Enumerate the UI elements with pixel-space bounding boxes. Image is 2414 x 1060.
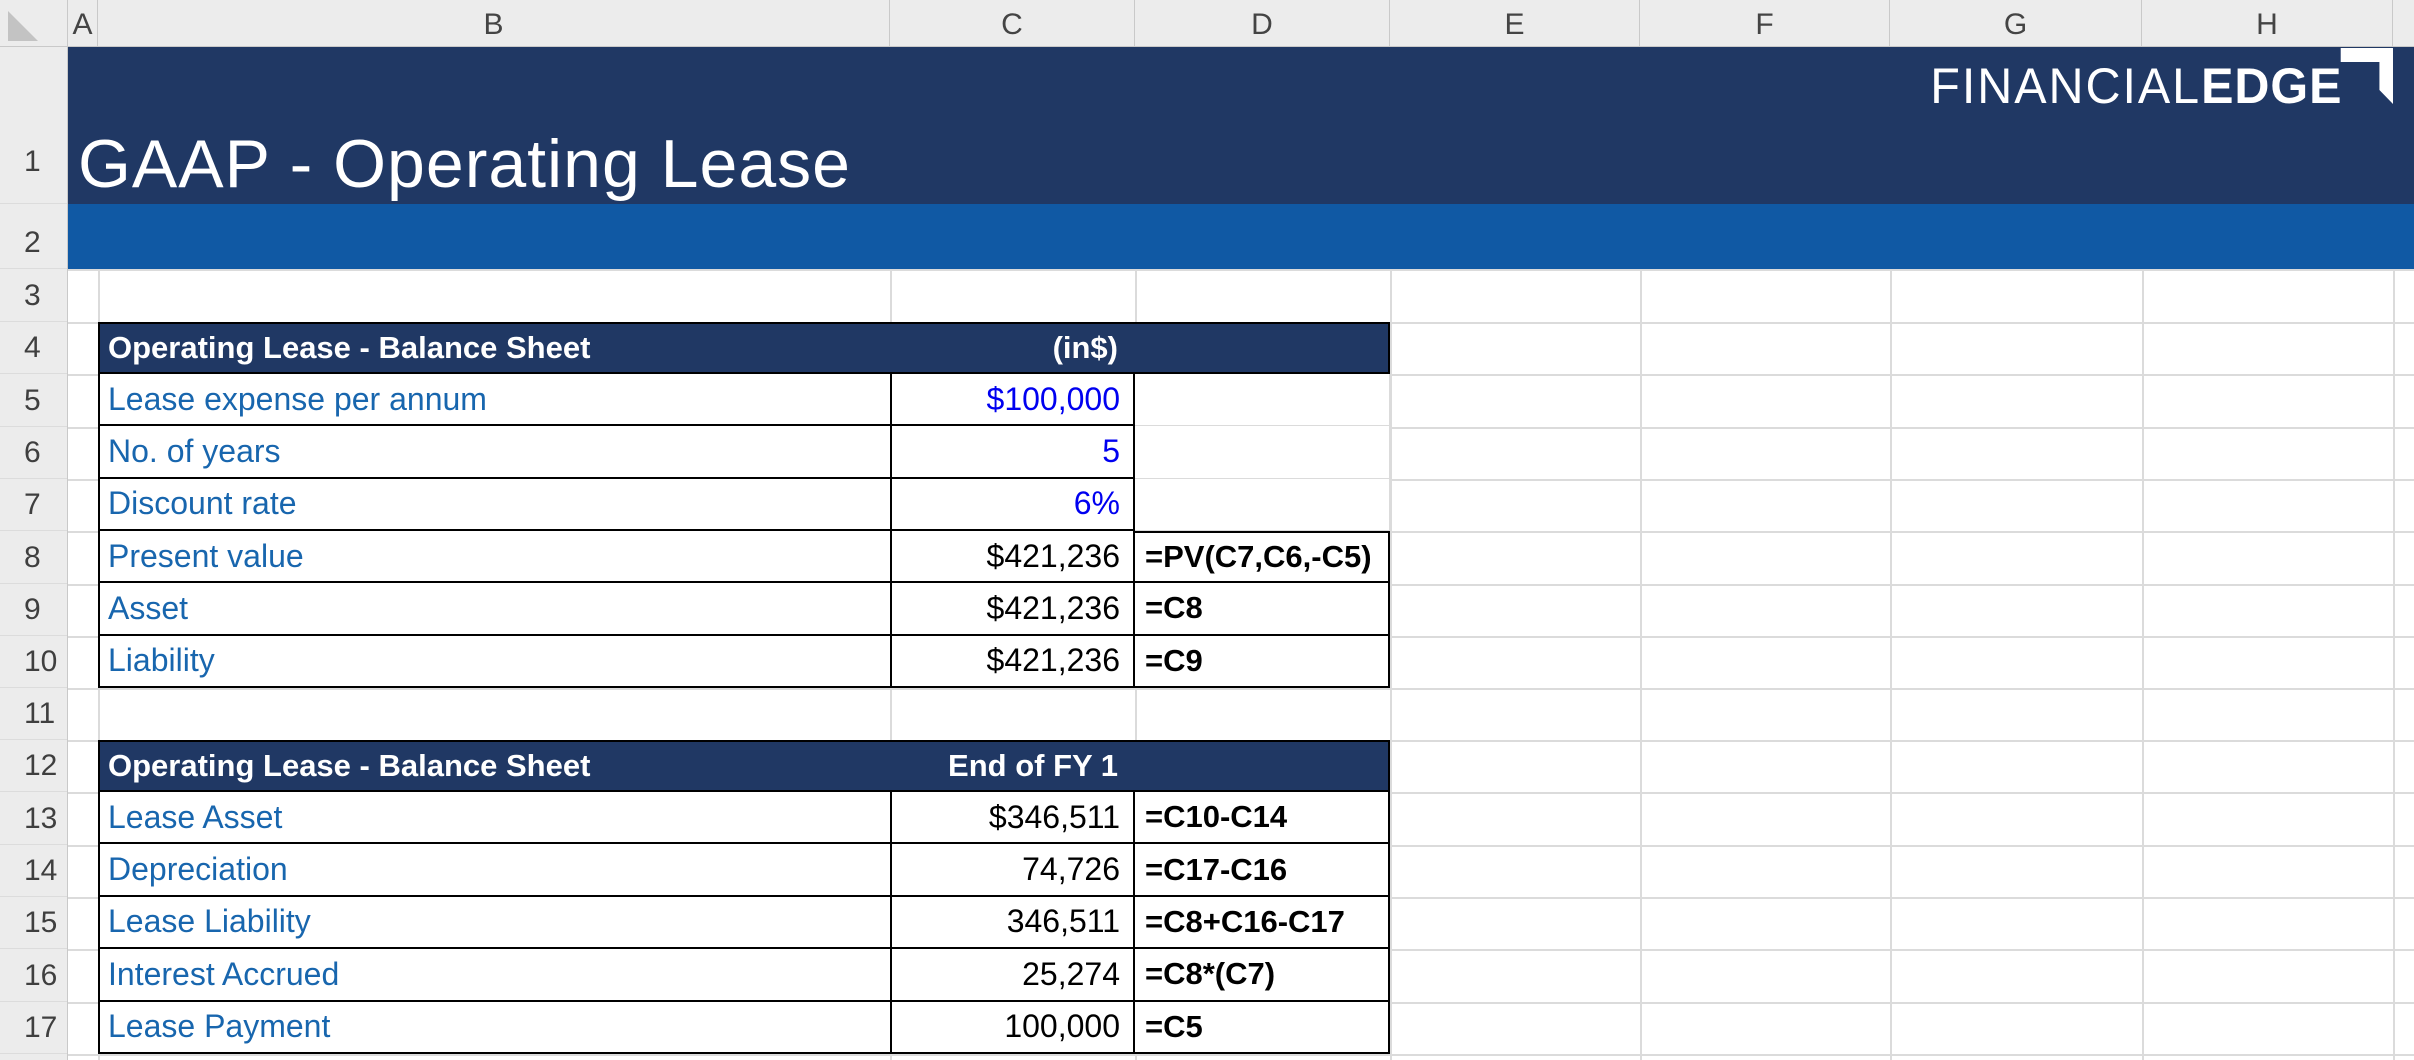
row-header-4[interactable]: 4 — [0, 322, 67, 374]
column-header-b[interactable]: B — [98, 0, 890, 46]
row-header-15[interactable]: 15 — [0, 897, 67, 949]
column-header-c[interactable]: C — [890, 0, 1135, 46]
table1-header-blank — [1131, 324, 1388, 372]
formula-cell[interactable]: =C8 — [1135, 583, 1390, 636]
column-header-a[interactable]: A — [68, 0, 98, 46]
row-label[interactable]: Lease Payment — [98, 1001, 890, 1054]
row-label[interactable]: Lease Asset — [98, 792, 890, 845]
value-cell[interactable]: $346,511 — [890, 792, 1135, 845]
financial-edge-logo: FINANCIAL EDGE — [1930, 48, 2393, 114]
banner-accent-band — [68, 204, 2414, 269]
row-label[interactable]: Interest Accrued — [98, 949, 890, 1002]
row-label[interactable]: Lease expense per annum — [98, 374, 890, 427]
table-row: Asset $421,236 =C8 — [98, 583, 1390, 636]
row-header-9[interactable]: 9 — [0, 584, 67, 636]
row-label[interactable]: Asset — [98, 583, 890, 636]
table-operating-lease-fy1: Operating Lease - Balance Sheet End of F… — [98, 740, 1390, 1054]
formula-cell[interactable]: =C8*(C7) — [1135, 949, 1390, 1002]
formula-cell[interactable] — [1135, 374, 1390, 427]
formula-cell[interactable]: =C10-C14 — [1135, 792, 1390, 845]
column-header-g[interactable]: G — [1890, 0, 2142, 46]
row-header-12[interactable]: 12 — [0, 740, 67, 792]
table-row: Interest Accrued 25,274 =C8*(C7) — [98, 949, 1390, 1002]
table2-header-row[interactable]: Operating Lease - Balance Sheet End of F… — [98, 740, 1390, 792]
title-banner: GAAP - Operating Lease FINANCIAL EDGE — [68, 47, 2414, 204]
table1-title: Operating Lease - Balance Sheet — [108, 330, 591, 365]
formula-cell[interactable]: =PV(C7,C6,-C5) — [1135, 530, 1390, 584]
table-row: Discount rate 6% — [98, 478, 1390, 531]
table2-unit-header: End of FY 1 — [948, 748, 1118, 783]
row-label[interactable]: No. of years — [98, 426, 890, 479]
table2-header-blank — [1131, 742, 1388, 790]
row-header-7[interactable]: 7 — [0, 479, 67, 531]
row-headers-column: 1 2 3 4 5 6 7 8 9 10 11 12 13 14 15 16 1… — [0, 47, 68, 1060]
select-all-corner[interactable] — [0, 0, 68, 46]
row-header-1[interactable]: 1 — [0, 47, 67, 204]
value-cell[interactable]: 5 — [890, 426, 1135, 479]
value-cell[interactable]: 25,274 — [890, 949, 1135, 1002]
column-header-partial[interactable] — [2393, 0, 2414, 46]
row-header-2[interactable]: 2 — [0, 204, 67, 269]
row-header-17[interactable]: 17 — [0, 1002, 67, 1054]
row-header-16[interactable]: 16 — [0, 949, 67, 1002]
row-label[interactable]: Liability — [98, 635, 890, 688]
column-header-e[interactable]: E — [1390, 0, 1640, 46]
row-label[interactable]: Present value — [98, 530, 890, 584]
formula-cell[interactable] — [1135, 426, 1390, 479]
formula-cell[interactable]: =C5 — [1135, 1001, 1390, 1054]
column-header-h[interactable]: H — [2142, 0, 2393, 46]
value-cell[interactable]: $421,236 — [890, 635, 1135, 688]
table1-header-row[interactable]: Operating Lease - Balance Sheet (in$) — [98, 322, 1390, 374]
formula-cell[interactable]: =C9 — [1135, 635, 1390, 688]
row-header-13[interactable]: 13 — [0, 792, 67, 845]
value-cell[interactable]: $100,000 — [890, 374, 1135, 427]
column-headers-row: A B C D E F G H — [0, 0, 2414, 47]
value-cell[interactable]: $421,236 — [890, 583, 1135, 636]
value-cell[interactable]: $421,236 — [890, 530, 1135, 584]
column-header-d[interactable]: D — [1135, 0, 1390, 46]
page-title: GAAP - Operating Lease — [78, 126, 851, 202]
table-row: Liability $421,236 =C9 — [98, 635, 1390, 688]
row-header-3[interactable]: 3 — [0, 269, 67, 322]
column-header-f[interactable]: F — [1640, 0, 1890, 46]
table-row: Lease Asset $346,511 =C10-C14 — [98, 792, 1390, 845]
row-label[interactable]: Depreciation — [98, 844, 890, 897]
value-cell[interactable]: 6% — [890, 478, 1135, 531]
select-all-triangle-icon — [8, 11, 38, 41]
table-row: Depreciation 74,726 =C17-C16 — [98, 844, 1390, 897]
value-cell[interactable]: 100,000 — [890, 1001, 1135, 1054]
logo-text-thin: FINANCIAL — [1930, 58, 2202, 114]
row-header-11[interactable]: 11 — [0, 688, 67, 740]
table1-unit-header: (in$) — [1052, 330, 1118, 365]
table-row: Present value $421,236 =PV(C7,C6,-C5) — [98, 530, 1390, 584]
row-header-5[interactable]: 5 — [0, 374, 67, 427]
table2-title: Operating Lease - Balance Sheet — [108, 748, 591, 783]
row-header-10[interactable]: 10 — [0, 636, 67, 688]
table-row: Lease Liability 346,511 =C8+C16-C17 — [98, 896, 1390, 950]
row-header-14[interactable]: 14 — [0, 845, 67, 897]
value-cell[interactable]: 74,726 — [890, 844, 1135, 897]
logo-corner-bracket-icon — [2340, 48, 2393, 110]
row-label[interactable]: Lease Liability — [98, 896, 890, 950]
row-label[interactable]: Discount rate — [98, 478, 890, 531]
formula-cell[interactable] — [1135, 478, 1390, 531]
row-header-8[interactable]: 8 — [0, 531, 67, 584]
row-header-6[interactable]: 6 — [0, 427, 67, 479]
formula-cell[interactable]: =C8+C16-C17 — [1135, 896, 1390, 950]
table-row: Lease Payment 100,000 =C5 — [98, 1001, 1390, 1054]
logo-text-bold: EDGE — [2201, 58, 2343, 114]
formula-cell[interactable]: =C17-C16 — [1135, 844, 1390, 897]
value-cell[interactable]: 346,511 — [890, 896, 1135, 950]
table-row: Lease expense per annum $100,000 — [98, 374, 1390, 427]
table-operating-lease-pv: Operating Lease - Balance Sheet (in$) Le… — [98, 322, 1390, 688]
table-row: No. of years 5 — [98, 426, 1390, 479]
